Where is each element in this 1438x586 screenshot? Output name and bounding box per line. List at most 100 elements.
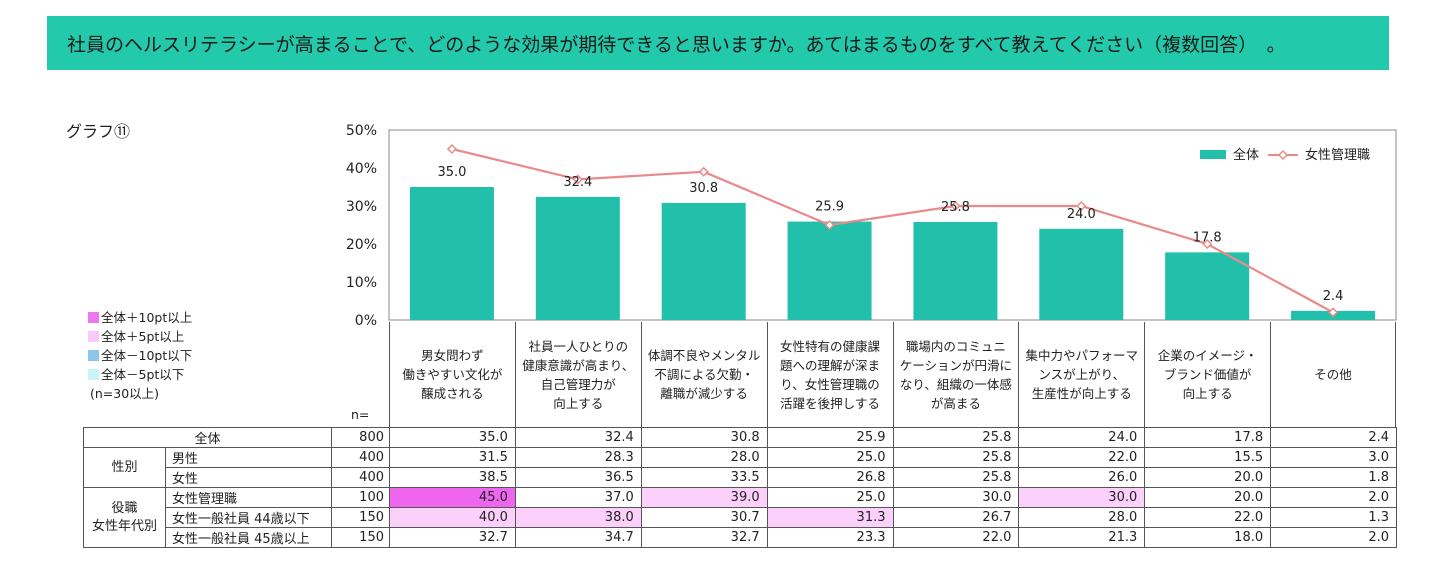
question-header: 社員のヘルスリテラシーが高まることで、どのような効果が期待できると思いますか。あ… xyxy=(47,16,1389,70)
category-labels: 男女問わず 働きやすい文化が 醸成される 社員一人ひとりの 健康意識が高まり、 自己管理力… xyxy=(389,322,1396,427)
table-cell: 39.0 xyxy=(640,487,768,508)
y-tick-label: 0% xyxy=(355,313,377,329)
legend-bar-swatch xyxy=(1200,150,1226,159)
table-cell: 32.7 xyxy=(389,527,516,548)
category-label: 女性特有の健康課 題への理解が深ま り、女性管理職の 活躍を後押しする xyxy=(766,322,893,427)
table-cell: 25.0 xyxy=(766,447,894,468)
table-cell: 17.8 xyxy=(1144,427,1272,448)
legend-swatch xyxy=(88,350,99,361)
series-line xyxy=(451,147,1334,314)
question-text: 社員のヘルスリテラシーが高まることで、どのような効果が期待できると思いますか。あ… xyxy=(67,33,1286,56)
category-label: 集中力やパフォーマ ンスが上がり、 生産性が向上する xyxy=(1018,322,1144,427)
row-group-label: 性別 xyxy=(83,447,166,488)
y-tick-label: 40% xyxy=(346,161,377,177)
table-row: 女性一般社員 44歳以下 150 40.0 38.0 30.7 31.3 26.7 28.0 2… xyxy=(84,507,1397,528)
table-cell: 30.8 xyxy=(640,427,768,448)
table-cell: 22.0 xyxy=(1018,447,1146,468)
data-label: 30.8 xyxy=(689,181,718,196)
sample-size: 400 xyxy=(331,467,390,488)
table-cell: 37.0 xyxy=(514,487,642,508)
table-cell: 30.0 xyxy=(1018,487,1146,508)
table-row: 役職 女性年代別 女性管理職 100 45.0 37.0 39.0 25.0 30.0 30.0 2… xyxy=(83,487,1397,548)
table-cell: 2.0 xyxy=(1270,487,1397,508)
legend-swatch xyxy=(88,369,99,380)
bar xyxy=(1165,252,1250,320)
category-label: 職場内のコミュニ ケーションが円滑に なり、組織の一体感 が高まる xyxy=(892,322,1019,427)
table-cell: 22.0 xyxy=(1144,507,1272,528)
y-tick-label: 20% xyxy=(346,237,377,253)
n-label: n= xyxy=(351,407,370,422)
table-cell: 45.0 xyxy=(389,487,516,508)
line-point xyxy=(572,174,583,185)
data-label: 35.0 xyxy=(437,165,466,180)
legend-bar-label: 全体 xyxy=(1233,147,1259,163)
sample-size: 150 xyxy=(331,527,390,548)
table-cell: 25.8 xyxy=(892,467,1020,488)
table-row: 女性 400 38.5 36.5 33.5 26.8 25.8 26.0 20.0 1.8 xyxy=(84,467,1397,488)
table-cell: 26.8 xyxy=(766,467,894,488)
line-point xyxy=(1076,200,1087,212)
data-label: 32.4 xyxy=(563,175,592,190)
table-cell: 26.7 xyxy=(892,507,1020,528)
table-cell: 21.3 xyxy=(1018,527,1146,548)
sample-size: 400 xyxy=(331,447,390,468)
table-cell: 25.0 xyxy=(766,487,894,508)
table-cell: 1.8 xyxy=(1270,467,1397,488)
table-cell: 3.0 xyxy=(1270,447,1397,468)
y-tick-label: 50% xyxy=(346,123,377,139)
table-cell: 15.5 xyxy=(1144,447,1272,468)
data-label: 25.8 xyxy=(941,200,970,215)
table-cell: 30.7 xyxy=(640,507,768,528)
highlight-legend: 全体＋10pt以上 全体＋5pt以上 全体－10pt以下 全体－5pt以下 (n… xyxy=(88,308,192,403)
row-label: 女性管理職 xyxy=(165,487,332,508)
legend-label: 全体＋10pt以上 xyxy=(101,310,193,325)
legend-line-label: 女性管理職 xyxy=(1305,147,1370,163)
row-group-label: 役職 女性年代別 xyxy=(83,487,166,548)
data-label: 17.8 xyxy=(1193,230,1222,245)
table-cell: 38.0 xyxy=(514,507,642,528)
table-cell: 28.3 xyxy=(514,447,642,468)
legend-row: 全体－5pt以下 xyxy=(88,365,192,384)
table-cell: 24.0 xyxy=(1018,427,1146,448)
table-row: 女性一般社員 45歳以上 150 32.7 34.7 32.7 23.3 22.0 21.3 1… xyxy=(84,527,1397,548)
table-cell: 31.3 xyxy=(766,507,894,528)
category-label: 男女問わず 働きやすい文化が 醸成される xyxy=(389,322,515,427)
legend-swatch xyxy=(88,331,99,342)
table-cell: 28.0 xyxy=(1018,507,1146,528)
table-cell: 38.5 xyxy=(389,467,516,488)
y-tick-label: 10% xyxy=(346,275,377,291)
data-label: 2.4 xyxy=(1323,289,1344,304)
row-label: 女性一般社員 44歳以下 xyxy=(165,507,332,528)
table-cell: 32.7 xyxy=(640,527,768,548)
table-cell: 33.5 xyxy=(640,467,768,488)
table-cell: 25.9 xyxy=(766,427,894,448)
row-label: 女性一般社員 45歳以上 xyxy=(165,527,332,548)
table-cell: 35.0 xyxy=(389,427,516,448)
legend-row: 全体＋10pt以上 xyxy=(88,308,192,327)
crosstab-table: 全体 800 35.0 32.4 30.8 25.9 25.8 24.0 17.8 2.4 性別 男性… xyxy=(83,427,1397,548)
table-cell: 30.0 xyxy=(892,487,1020,508)
table-cell: 23.3 xyxy=(766,527,894,548)
line-point xyxy=(446,143,457,155)
bar xyxy=(1039,228,1124,320)
bar xyxy=(409,187,494,320)
table-cell: 1.3 xyxy=(1270,507,1397,528)
bar xyxy=(535,196,620,320)
category-label: 体調不良やメンタル 不調による欠勤・ 離職が減少する xyxy=(640,322,767,427)
legend-line-marker xyxy=(1278,150,1288,160)
line-point xyxy=(1328,307,1339,318)
legend-swatch xyxy=(88,312,99,323)
table-cell: 40.0 xyxy=(389,507,516,528)
row-label: 女性 xyxy=(165,467,332,488)
legend-note: (n=30以上) xyxy=(90,386,160,401)
table-cell: 34.7 xyxy=(514,527,642,548)
legend-label: 全体－10pt以下 xyxy=(101,348,193,363)
table-cell: 2.4 xyxy=(1270,427,1397,448)
table-cell: 36.5 xyxy=(514,467,642,488)
data-label: 24.0 xyxy=(1067,207,1096,222)
legend-row: 全体＋5pt以上 xyxy=(88,327,192,346)
row-label: 全体 xyxy=(83,427,332,448)
table-cell: 18.0 xyxy=(1144,527,1272,548)
graph-title: グラフ⑪ xyxy=(66,122,131,141)
